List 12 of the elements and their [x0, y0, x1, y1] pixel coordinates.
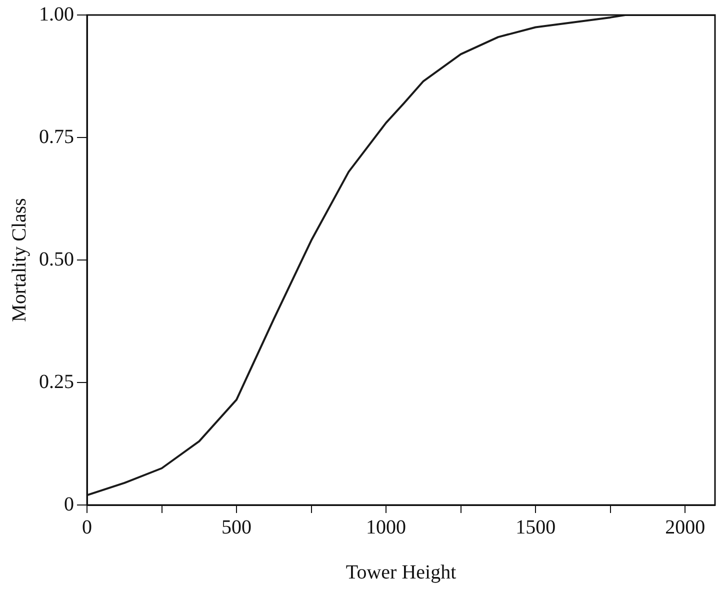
y-tick-label: 1.00: [39, 3, 74, 26]
x-tick-label: 1500: [516, 516, 556, 538]
x-tick-label: 1000: [366, 516, 406, 538]
y-tick-label: 0.75: [39, 126, 74, 148]
y-tick-label: 0: [64, 493, 74, 516]
x-axis-title: Tower Height: [346, 561, 457, 584]
x-tick-label: 0: [82, 516, 92, 538]
y-tick-label: 0.25: [39, 370, 74, 393]
x-tick-label: 500: [222, 516, 252, 538]
y-tick-label: 0.50: [39, 248, 74, 270]
y-axis-title: Mortality Class: [8, 198, 30, 322]
x-tick-label: 2000: [665, 516, 706, 538]
